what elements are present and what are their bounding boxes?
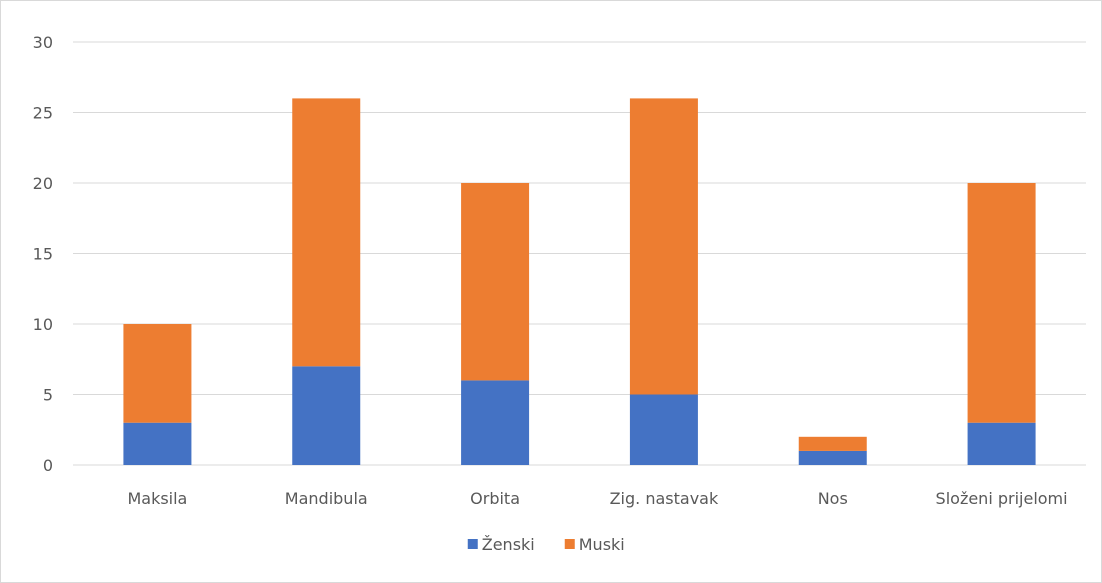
bar-zenski-5	[967, 422, 1036, 465]
y-tick-label: 25	[33, 104, 53, 123]
x-tick-label: Složeni prijelomi	[936, 489, 1068, 508]
gridlines	[73, 41, 1086, 466]
bar-zenski-3	[629, 394, 698, 465]
y-tick-label: 30	[33, 33, 53, 52]
bar-zenski-1	[292, 366, 361, 465]
y-tick-label: 5	[43, 386, 53, 405]
y-tick-label: 20	[33, 174, 53, 193]
x-axis: Maksila Mandibula Orbita Zig. nastavak Nos Sl…	[127, 489, 1067, 508]
y-axis: 0 5 10 15 20 25 30	[33, 33, 53, 475]
bar-zenski-2	[461, 380, 530, 465]
bar-muski-1	[292, 98, 361, 367]
bar-zenski-4	[798, 450, 867, 465]
x-tick-label: Mandibula	[285, 489, 368, 508]
y-tick-label: 0	[43, 456, 53, 475]
x-tick-label: Orbita	[470, 489, 520, 508]
bar-muski-3	[629, 98, 698, 395]
legend-label-zenski: Ženski	[482, 535, 535, 554]
y-tick-label: 15	[33, 245, 53, 264]
legend-swatch-zenski	[467, 539, 478, 549]
bar-muski-5	[967, 183, 1036, 423]
x-tick-label: Maksila	[127, 489, 187, 508]
bars	[123, 98, 1036, 465]
legend-swatch-muski	[564, 539, 575, 549]
y-tick-label: 10	[33, 315, 53, 334]
bar-muski-4	[798, 436, 867, 451]
legend-label-muski: Muski	[579, 535, 625, 554]
bar-zenski-0	[123, 422, 192, 465]
bar-muski-2	[461, 183, 530, 381]
x-tick-label: Nos	[818, 489, 848, 508]
legend: Ženski Muski	[467, 535, 625, 554]
x-tick-label: Zig. nastavak	[610, 489, 719, 508]
bar-muski-0	[123, 324, 192, 423]
